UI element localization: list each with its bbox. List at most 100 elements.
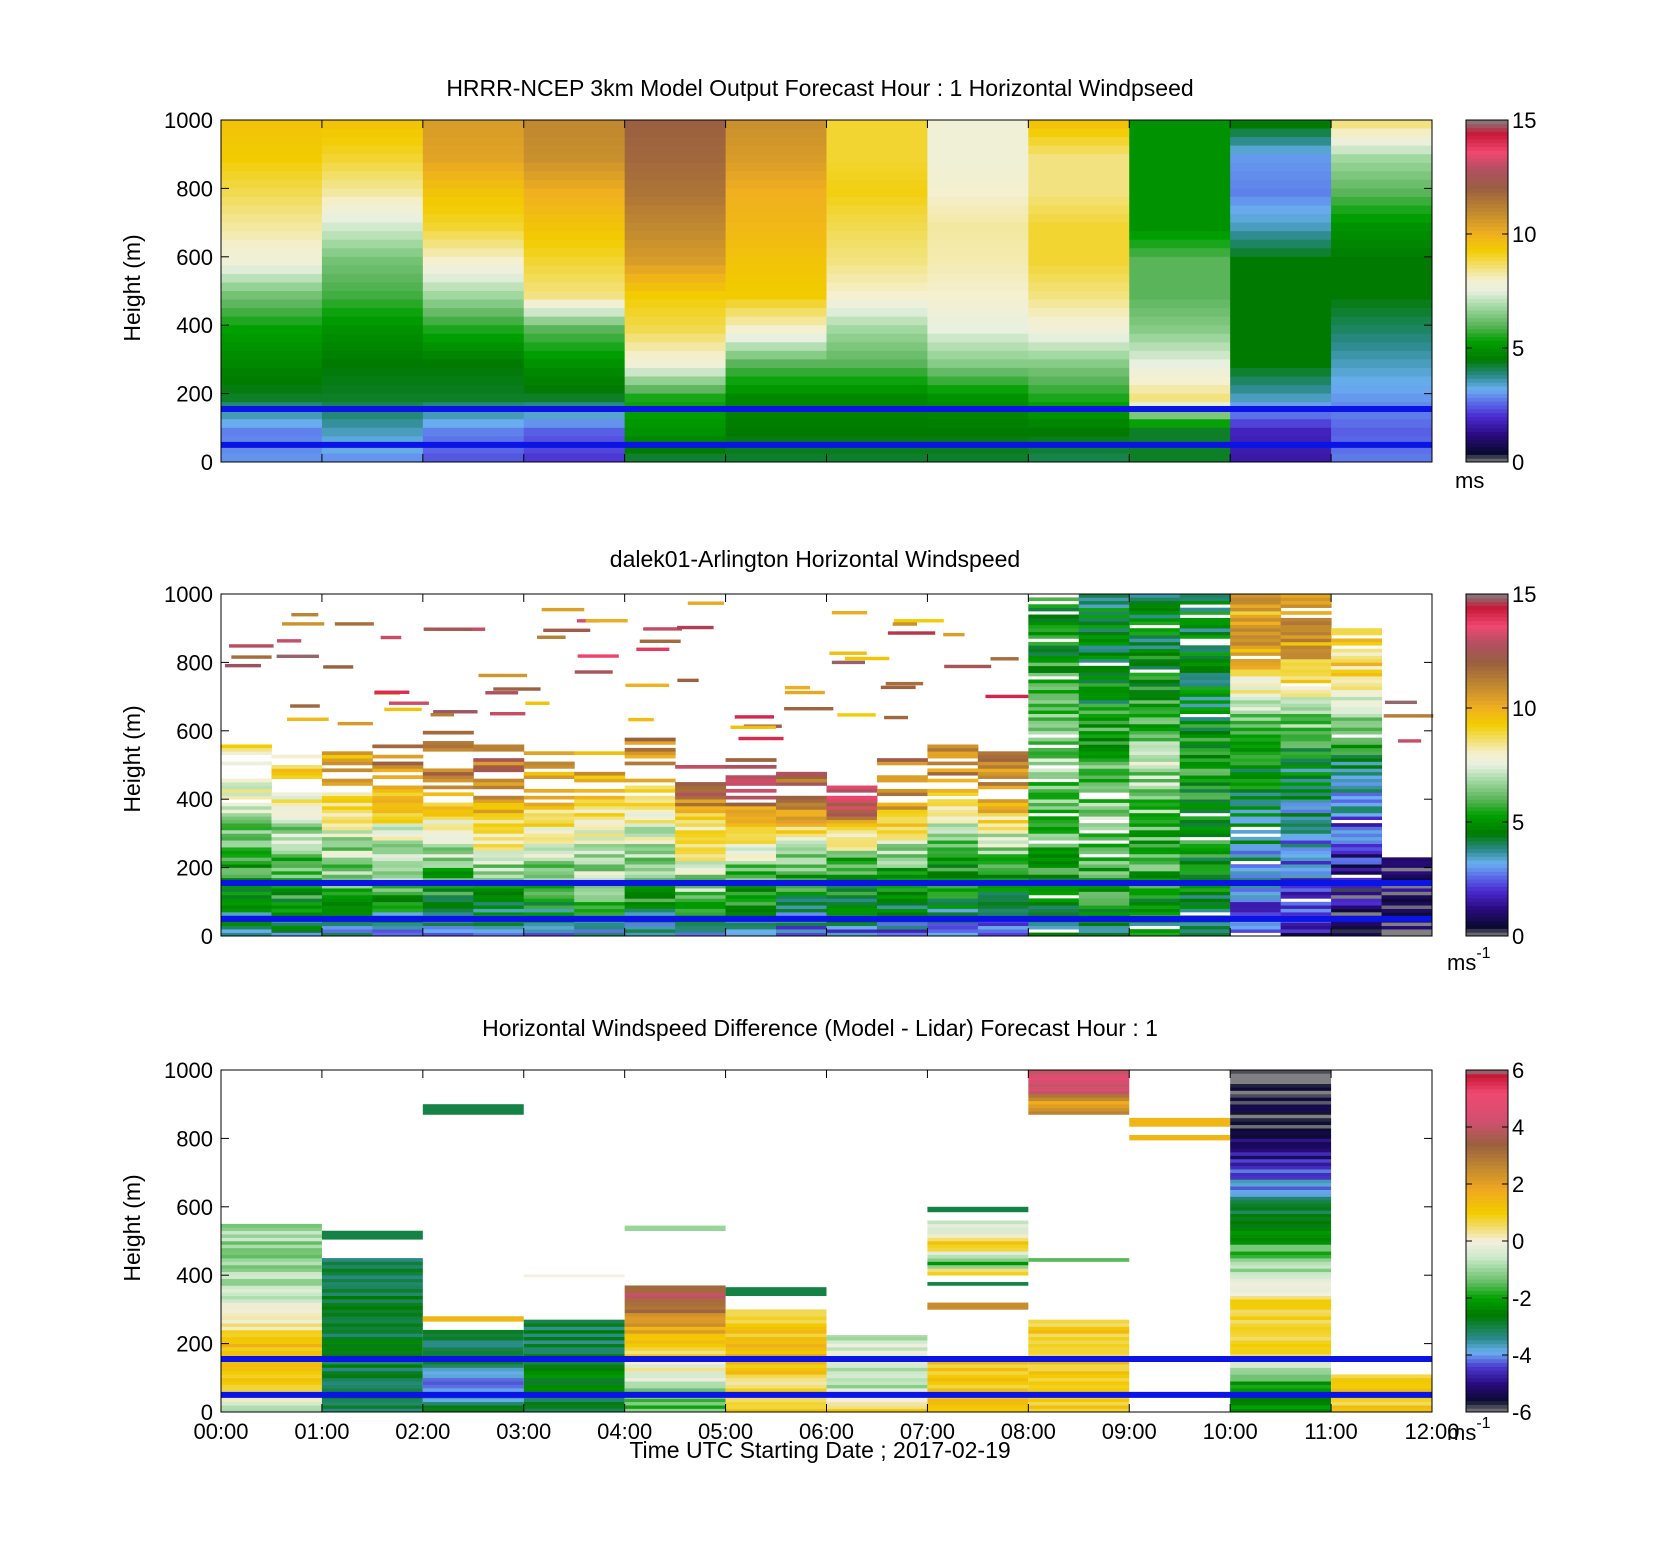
heatmap-cell	[826, 932, 878, 937]
heatmap-cell	[826, 1398, 928, 1403]
heatmap-cell	[725, 888, 777, 892]
heatmap-cell	[776, 802, 827, 807]
panel-2-colorbar-segment	[1466, 765, 1508, 770]
heatmap-cell	[826, 171, 928, 181]
heatmap-cell	[473, 929, 525, 933]
panel-3-colorbar-segment	[1466, 1332, 1508, 1337]
heatmap-cell	[625, 683, 670, 688]
heatmap-cell	[675, 782, 727, 786]
heatmap-cell	[1230, 775, 1282, 779]
heatmap-cell	[1129, 256, 1231, 266]
heatmap-cell	[221, 1323, 322, 1327]
heatmap-cell	[1028, 912, 1080, 916]
panel-3-colorbar-segment	[1466, 1229, 1508, 1234]
heatmap-cell	[977, 912, 1029, 916]
heatmap-cell	[1230, 316, 1332, 326]
heatmap-cell	[1280, 710, 1332, 714]
heatmap-cell	[1129, 696, 1181, 701]
heatmap-cell	[1028, 727, 1080, 732]
heatmap-cell	[785, 690, 825, 695]
heatmap-cell	[221, 1230, 322, 1235]
heatmap-cell	[826, 1364, 928, 1368]
heatmap-cell	[1028, 1336, 1130, 1341]
heatmap-cell	[876, 891, 928, 896]
heatmap-cell	[1129, 631, 1181, 636]
heatmap-cell	[1028, 1319, 1130, 1324]
heatmap-cell	[523, 333, 626, 343]
heatmap-cell	[1028, 265, 1130, 275]
heatmap-cell	[624, 427, 727, 437]
heatmap-cell	[221, 1223, 322, 1228]
heatmap-cell	[422, 308, 525, 318]
heatmap-cell	[1230, 847, 1282, 851]
panel-2-colorbar-segment	[1466, 594, 1508, 599]
heatmap-cell	[422, 744, 474, 749]
heatmap-cell	[1078, 867, 1130, 872]
heatmap-cell	[1028, 792, 1080, 797]
heatmap-cell	[826, 802, 878, 807]
heatmap-cell	[1230, 1302, 1332, 1307]
heatmap-cell	[1331, 672, 1383, 677]
heatmap-cell	[1280, 741, 1332, 745]
heatmap-cell	[624, 912, 676, 916]
heatmap-cell	[1078, 754, 1130, 759]
heatmap-cell	[927, 410, 1029, 420]
heatmap-cell	[725, 231, 827, 241]
heatmap-cell	[1230, 350, 1332, 360]
heatmap-cell	[1280, 600, 1332, 605]
heatmap-cell	[523, 1377, 625, 1382]
heatmap-cell	[1078, 871, 1130, 875]
panel-1-colorbar-segment	[1466, 294, 1508, 300]
heatmap-cell	[725, 788, 777, 793]
heatmap-cell	[624, 898, 676, 903]
heatmap-cell	[977, 922, 1029, 927]
heatmap-cell	[1028, 645, 1080, 650]
heatmap-cell	[1331, 782, 1383, 786]
heatmap-cell	[876, 864, 928, 868]
panel-2-colorbar-segment	[1466, 886, 1508, 891]
heatmap-cell	[1331, 894, 1383, 899]
panel-3-colorbar-segment	[1466, 1396, 1508, 1402]
heatmap-cell	[321, 867, 373, 872]
panel-2-colorbar-segment	[1466, 753, 1508, 758]
heatmap-cell	[876, 877, 928, 882]
heatmap-cell	[574, 912, 626, 916]
heatmap-cell	[624, 816, 676, 821]
heatmap-cell	[1230, 1234, 1332, 1238]
heatmap-cell	[725, 1309, 827, 1314]
heatmap-cell	[675, 853, 727, 858]
heatmap-cell	[1230, 453, 1332, 463]
heatmap-cell	[422, 350, 525, 360]
heatmap-cell	[221, 922, 272, 927]
panel-1-colorbar-segment	[1466, 222, 1508, 227]
heatmap-cell	[422, 1401, 524, 1406]
heatmap-cell	[826, 316, 928, 326]
heatmap-cell	[422, 840, 474, 844]
heatmap-cell	[826, 128, 928, 138]
heatmap-cell	[977, 925, 1029, 930]
heatmap-cell	[1078, 850, 1130, 855]
heatmap-cell	[1028, 1093, 1130, 1098]
heatmap-cell	[675, 860, 727, 865]
heatmap-cell	[1230, 768, 1282, 773]
panel-2-colorbar-segment	[1466, 913, 1508, 918]
heatmap-cell	[221, 1258, 322, 1262]
heatmap-cell	[422, 1367, 524, 1372]
heatmap-cell	[1028, 754, 1080, 759]
heatmap-cell	[927, 867, 979, 872]
heatmap-cell	[687, 601, 724, 605]
heatmap-cell	[927, 376, 1029, 386]
heatmap-cell	[725, 812, 777, 817]
heatmap-cell	[1331, 662, 1383, 667]
heatmap-cell	[1129, 658, 1181, 663]
panel-3-colorbar-segment	[1466, 1263, 1508, 1269]
heatmap-cell	[1230, 1285, 1332, 1290]
heatmap-cell	[826, 265, 928, 275]
heatmap-cell	[1028, 720, 1080, 725]
heatmap-cell	[1331, 751, 1383, 756]
heatmap-cell	[675, 847, 727, 851]
heatmap-cell	[927, 747, 979, 752]
heatmap-cell	[725, 1319, 827, 1324]
heatmap-cell	[231, 655, 272, 659]
heatmap-cell	[1129, 829, 1181, 834]
